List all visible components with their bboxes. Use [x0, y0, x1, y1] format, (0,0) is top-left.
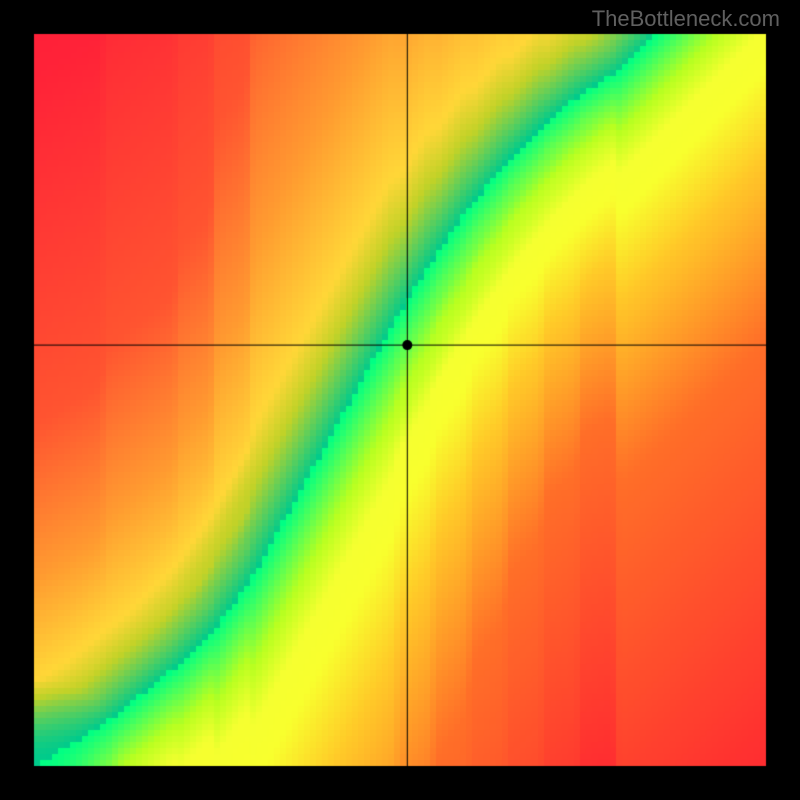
bottleneck-heatmap [0, 0, 800, 800]
watermark-text: TheBottleneck.com [592, 6, 780, 32]
chart-container: TheBottleneck.com [0, 0, 800, 800]
